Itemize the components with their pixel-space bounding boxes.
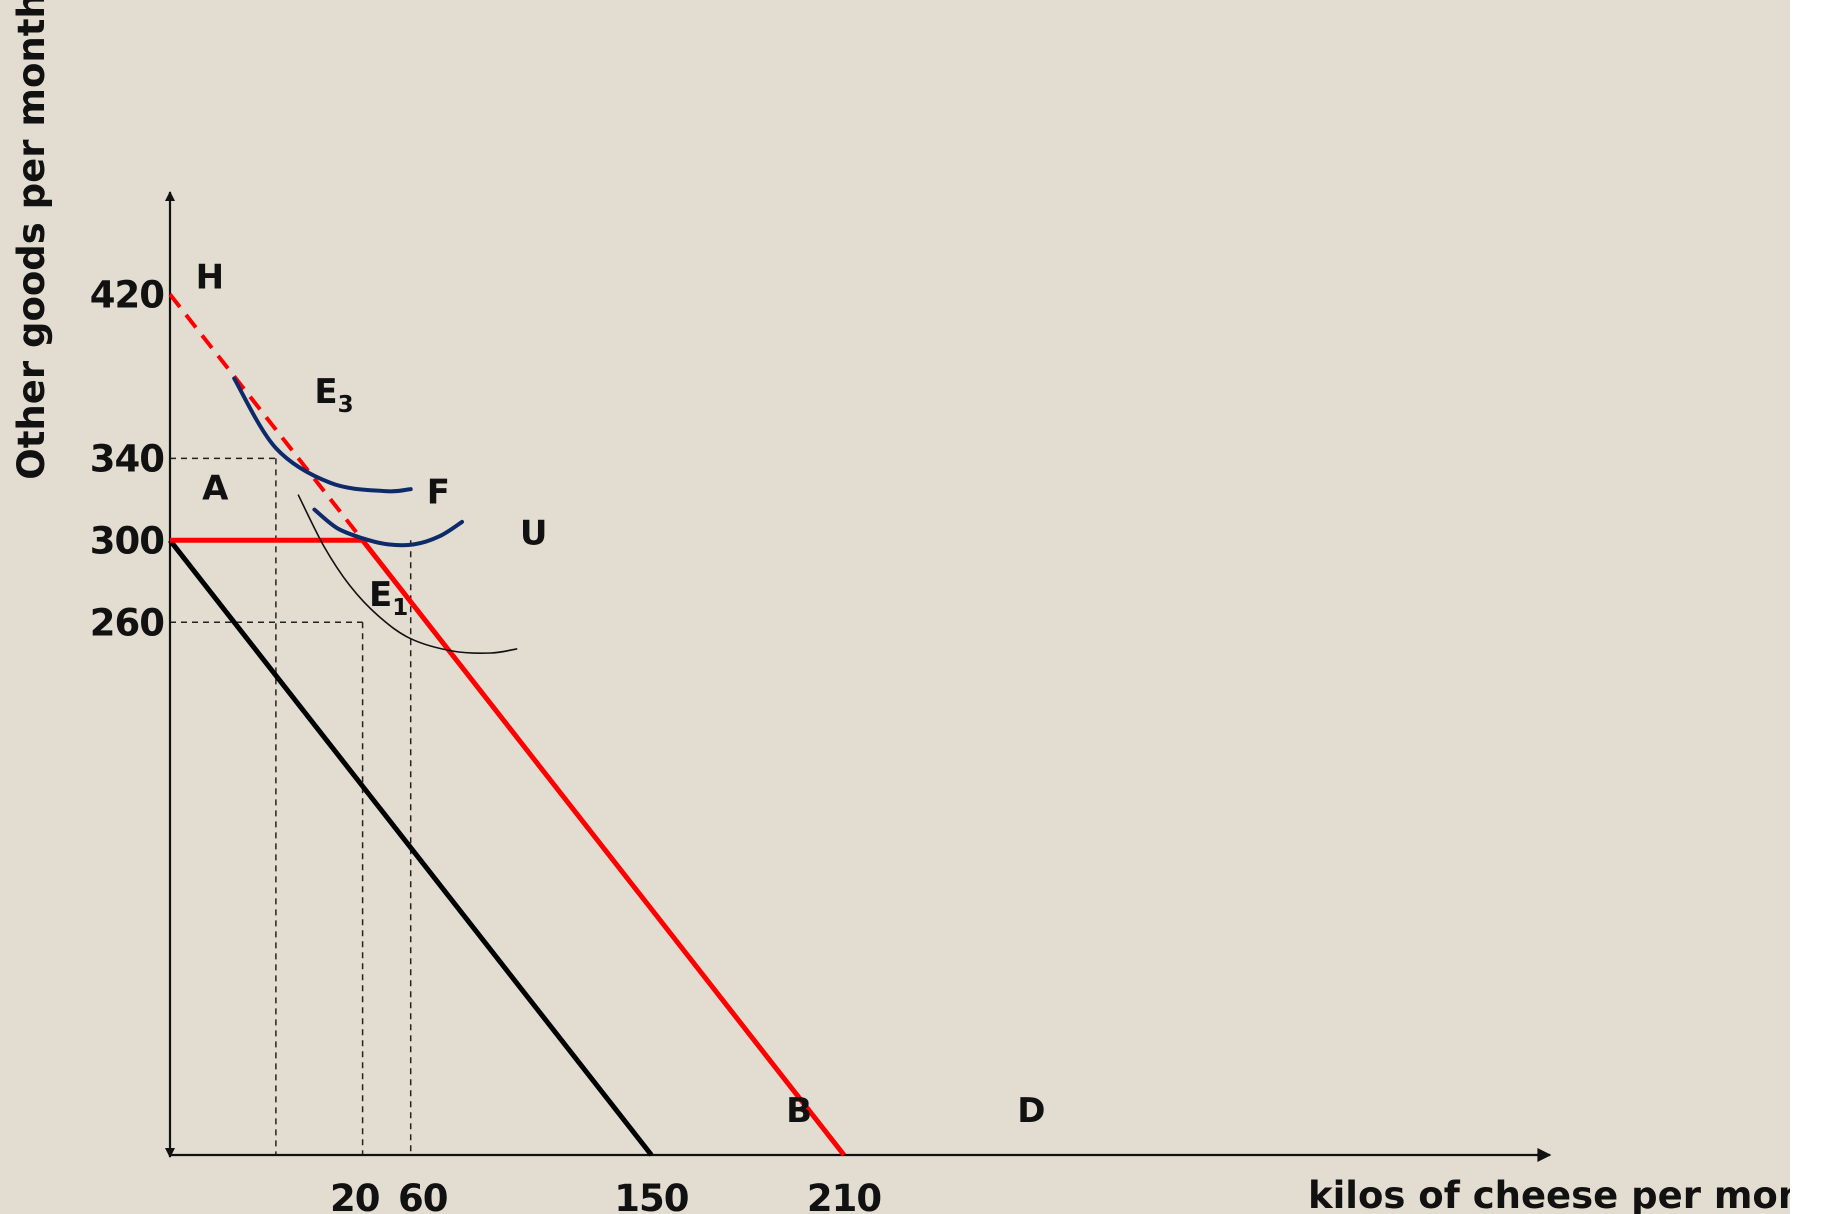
point-label-E3: E3 <box>314 372 353 418</box>
curve-IC_E3 <box>232 376 413 494</box>
point-label-U: U <box>520 513 548 553</box>
axes <box>165 191 1552 1162</box>
x-tick-labels: 20 60 150 210 <box>330 1177 882 1214</box>
line-budget_FD <box>360 538 846 1157</box>
x-tick-210: 210 <box>807 1177 881 1214</box>
indifference-curves <box>232 376 518 654</box>
line-budget_AB <box>168 538 654 1157</box>
y-tick-340: 340 <box>90 437 164 480</box>
x-tick-20: 20 <box>330 1177 380 1214</box>
budget-lines <box>168 293 846 1157</box>
curve-IC_U <box>312 507 464 548</box>
subscript-1: 1 <box>392 595 408 621</box>
point-label-D: D <box>1017 1091 1045 1131</box>
point-label-F: F <box>427 472 450 512</box>
point-label-H: H <box>196 257 224 297</box>
guide-lines <box>170 457 412 1155</box>
y-tick-300: 300 <box>90 519 164 562</box>
y-axis-label: Other goods per month <box>10 0 53 480</box>
x-tick-60: 60 <box>398 1177 448 1214</box>
y-tick-260: 260 <box>90 601 164 644</box>
point-label-B: B <box>786 1091 812 1131</box>
curve-IC_E1 <box>297 494 518 654</box>
point-label-E1: E1 <box>369 575 408 621</box>
point-labels: H A F U B D E3 E1 <box>196 257 1046 1131</box>
y-tick-420: 420 <box>90 273 164 316</box>
x-tick-150: 150 <box>614 1177 688 1214</box>
y-tick-labels: 260 300 340 420 <box>90 273 165 644</box>
subscript-3: 3 <box>338 392 354 418</box>
point-label-A: A <box>202 468 229 508</box>
line-budget_HF <box>168 293 365 542</box>
x-axis-label: kilos of cheese per month <box>1308 1174 1790 1214</box>
